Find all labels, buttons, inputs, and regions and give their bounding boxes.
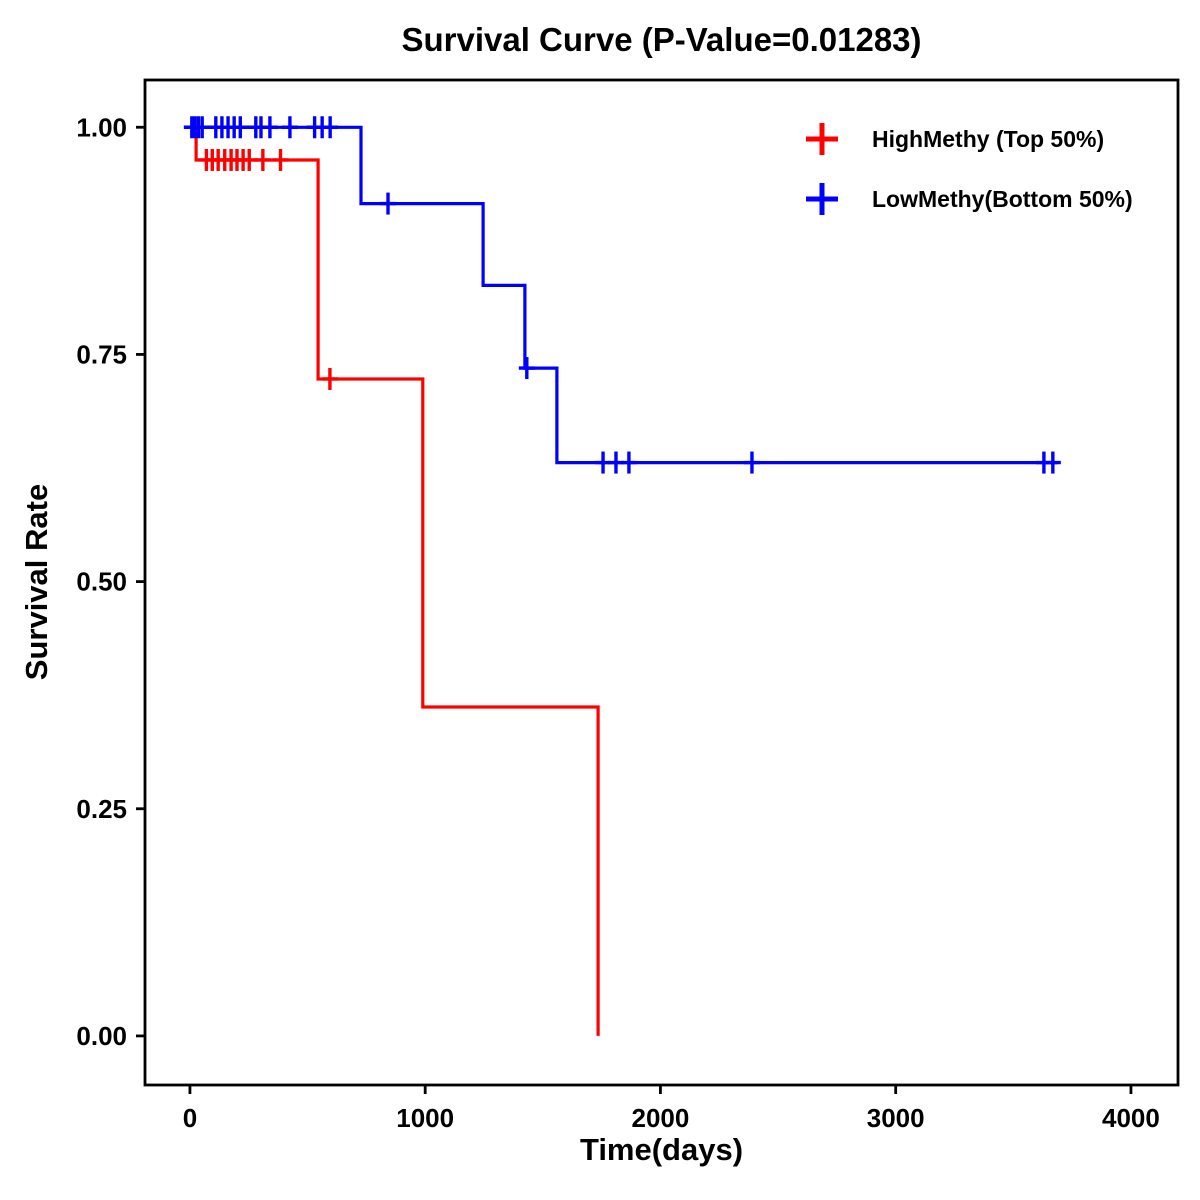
y-tick-label: 0.00: [76, 1021, 127, 1051]
y-tick-label: 0.75: [76, 339, 127, 369]
x-tick-label: 3000: [867, 1103, 925, 1133]
survival-curve-highmethy: [189, 125, 600, 1036]
x-tick-label: 0: [183, 1103, 197, 1133]
x-axis-title: Time(days): [579, 1132, 744, 1167]
y-tick-label: 0.50: [76, 567, 127, 597]
x-tick-label: 4000: [1102, 1103, 1160, 1133]
y-tick-label: 0.25: [76, 794, 127, 824]
legend-label-lowmethy: LowMethy(Bottom 50%): [872, 186, 1133, 212]
y-axis-title: Survival Rate: [19, 483, 54, 681]
survival-curve-lowmethy: [189, 125, 1058, 465]
x-tick-label: 1000: [396, 1103, 454, 1133]
chart-title: Survival Curve (P-Value=0.01283): [401, 21, 922, 58]
plot-panel-border: [143, 78, 1180, 1087]
y-tick-label: 1.00: [76, 112, 127, 142]
x-tick-label: 2000: [632, 1103, 690, 1133]
legend-label-highmethy: HighMethy (Top 50%): [872, 126, 1104, 152]
